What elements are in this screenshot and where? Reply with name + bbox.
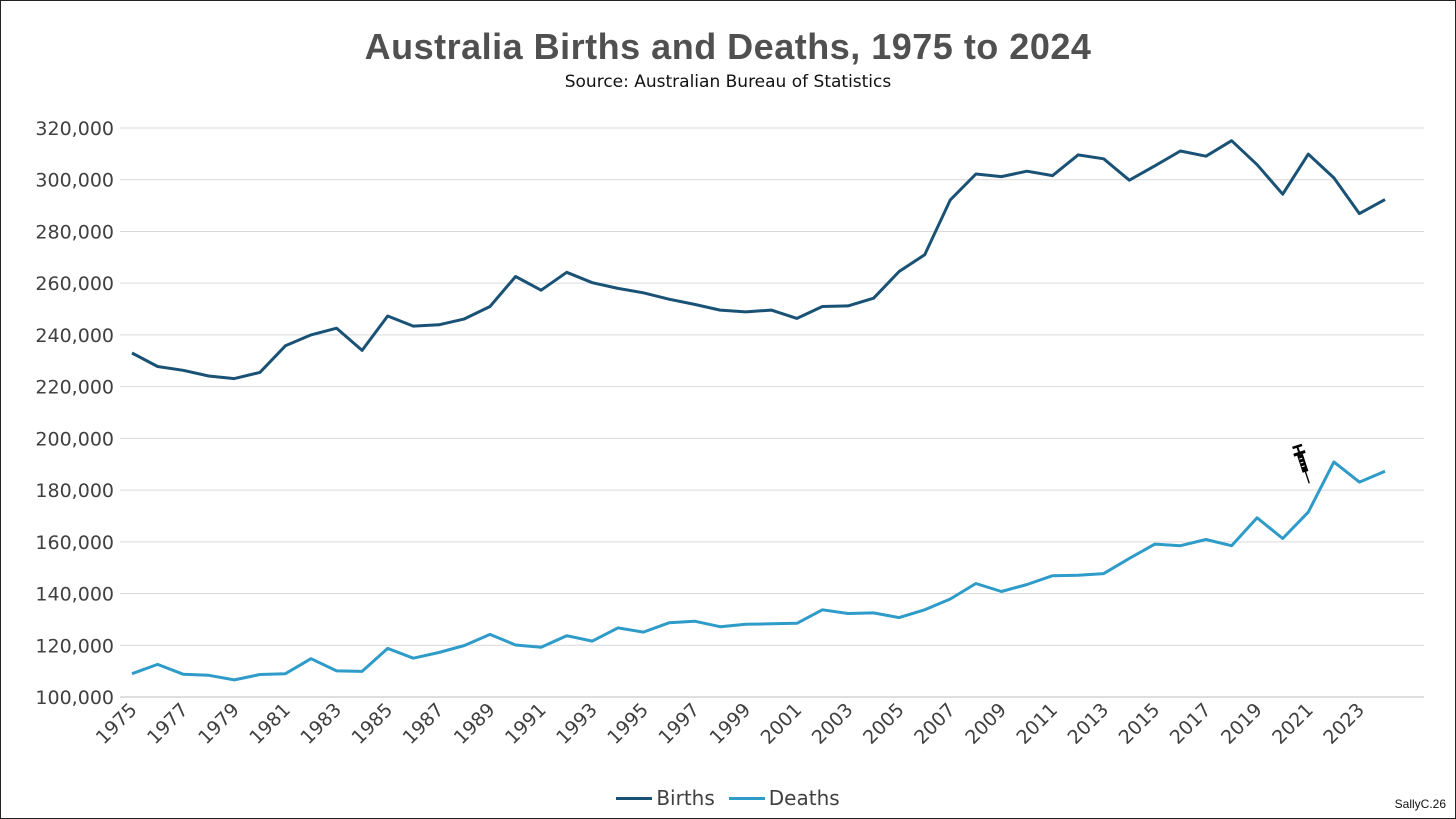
syringe-icon <box>1292 443 1310 484</box>
x-tick-label: 1979 <box>194 699 244 749</box>
legend-item-births[interactable]: Births <box>616 786 715 810</box>
y-tick-label: 120,000 <box>35 635 114 657</box>
x-tick-label: 1981 <box>245 699 295 749</box>
x-tick-label: 1987 <box>399 699 449 749</box>
y-tick-label: 240,000 <box>35 325 114 347</box>
chart-title: Australia Births and Deaths, 1975 to 202… <box>364 26 1092 67</box>
annotations <box>1292 443 1310 484</box>
x-tick-label: 1977 <box>143 699 193 749</box>
x-tick-label: 2003 <box>808 699 858 749</box>
x-tick-label: 1985 <box>347 699 397 749</box>
x-tick-label: 1997 <box>654 699 704 749</box>
x-tick-label: 1983 <box>296 699 346 749</box>
y-tick-label: 200,000 <box>35 428 114 450</box>
series-line-deaths <box>131 460 1386 682</box>
x-tick-label: 2009 <box>961 699 1011 749</box>
gridlines <box>120 127 1424 698</box>
x-tick-label: 2023 <box>1319 699 1369 749</box>
y-axis-tick-labels: 100,000 120,000 140,000 160,000 180,000 200,0… <box>35 118 114 709</box>
x-tick-label: 1995 <box>603 699 653 749</box>
y-tick-label: 220,000 <box>35 377 114 399</box>
author-credit: SallyC.26 <box>1394 797 1446 811</box>
x-tick-label: 1989 <box>450 699 500 749</box>
legend-label-deaths: Deaths <box>768 786 840 810</box>
x-axis-tick-labels: 1975 1977 1979 1981 1983 1985 1987 1989 1991 1993… <box>92 699 1369 749</box>
x-tick-label: 2021 <box>1268 699 1318 749</box>
y-tick-label: 140,000 <box>35 584 114 606</box>
x-tick-label: 2001 <box>757 699 807 749</box>
x-tick-label: 2017 <box>1166 699 1216 749</box>
x-tick-label: 1999 <box>705 699 755 749</box>
y-tick-label: 180,000 <box>35 480 114 502</box>
y-tick-label: 300,000 <box>35 170 114 192</box>
series-lines <box>131 139 1386 682</box>
y-tick-label: 320,000 <box>35 118 114 140</box>
x-tick-label: 2007 <box>910 699 960 749</box>
legend-swatch-births <box>616 796 653 800</box>
legend-swatch-deaths <box>728 796 765 800</box>
y-tick-label: 280,000 <box>35 221 114 243</box>
x-tick-label: 1993 <box>552 699 602 749</box>
legend: Births Deaths <box>0 786 1456 810</box>
y-tick-label: 260,000 <box>35 273 114 295</box>
x-tick-label: 2011 <box>1012 699 1062 749</box>
y-tick-label: 100,000 <box>35 687 114 709</box>
x-tick-label: 2015 <box>1115 699 1165 749</box>
chart-subtitle: Source: Australian Bureau of Statistics <box>564 72 892 92</box>
x-tick-label: 2013 <box>1063 699 1113 749</box>
legend-label-births: Births <box>656 786 715 810</box>
series-line-births <box>131 139 1386 381</box>
legend-item-deaths[interactable]: Deaths <box>728 786 840 810</box>
y-tick-label: 160,000 <box>35 532 114 554</box>
x-tick-label: 2019 <box>1217 699 1267 749</box>
x-tick-label: 2005 <box>859 699 909 749</box>
x-tick-label: 1991 <box>501 699 551 749</box>
